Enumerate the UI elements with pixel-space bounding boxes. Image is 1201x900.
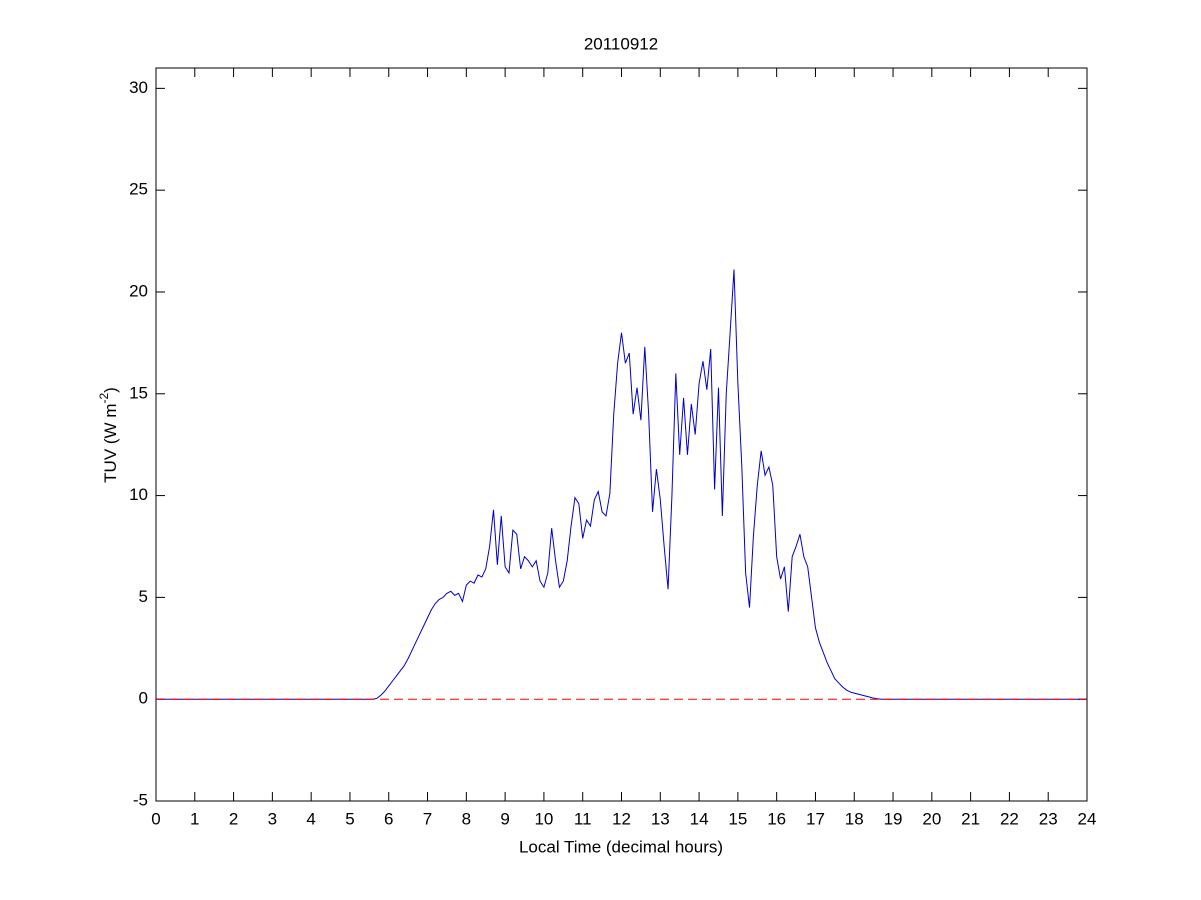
data-line <box>156 269 1087 700</box>
y-tick-label: 15 <box>129 383 148 402</box>
x-tick-label: 6 <box>384 809 393 828</box>
x-tick-label: 7 <box>423 809 432 828</box>
y-tick-label: 25 <box>129 180 148 199</box>
x-tick-label: 8 <box>462 809 471 828</box>
y-label-text: TUV (W m <box>101 404 120 483</box>
y-tick-label: 20 <box>129 281 148 300</box>
x-tick-label: 12 <box>612 809 631 828</box>
x-tick-label: 11 <box>574 809 592 828</box>
x-tick-label: 14 <box>690 809 709 828</box>
x-tick-label: 4 <box>306 809 315 828</box>
x-tick-label: 10 <box>534 809 553 828</box>
x-tick-label: 3 <box>268 809 277 828</box>
x-tick-label: 9 <box>500 809 509 828</box>
x-tick-label: 5 <box>345 809 354 828</box>
x-tick-label: 2 <box>229 809 238 828</box>
y-label-superscript: -2 <box>97 393 111 404</box>
x-tick-label: 13 <box>651 809 670 828</box>
x-tick-label: 22 <box>1000 809 1019 828</box>
x-tick-label: 23 <box>1039 809 1058 828</box>
x-tick-label: 17 <box>806 809 825 828</box>
x-axis-label: Local Time (decimal hours) <box>519 837 723 856</box>
y-label-suffix: ) <box>101 387 120 393</box>
y-tick-label: 10 <box>129 485 148 504</box>
x-tick-label: 1 <box>190 809 199 828</box>
y-tick-label: 5 <box>139 587 148 606</box>
x-tick-label: 20 <box>922 809 941 828</box>
y-axis-label: TUV (W m-2) <box>97 387 120 483</box>
x-tick-label: 18 <box>845 809 864 828</box>
x-tick-label: 16 <box>767 809 786 828</box>
y-tick-label: 0 <box>139 689 148 708</box>
x-tick-label: 15 <box>728 809 747 828</box>
x-tick-label: 0 <box>151 809 160 828</box>
y-tick-label: 30 <box>129 78 148 97</box>
x-tick-label: 19 <box>884 809 903 828</box>
chart-title: 20110912 <box>584 34 658 53</box>
y-tick-label: -5 <box>133 790 148 809</box>
x-tick-label: 21 <box>961 809 980 828</box>
x-tick-label: 24 <box>1078 809 1097 828</box>
plot-frame <box>155 67 1088 802</box>
